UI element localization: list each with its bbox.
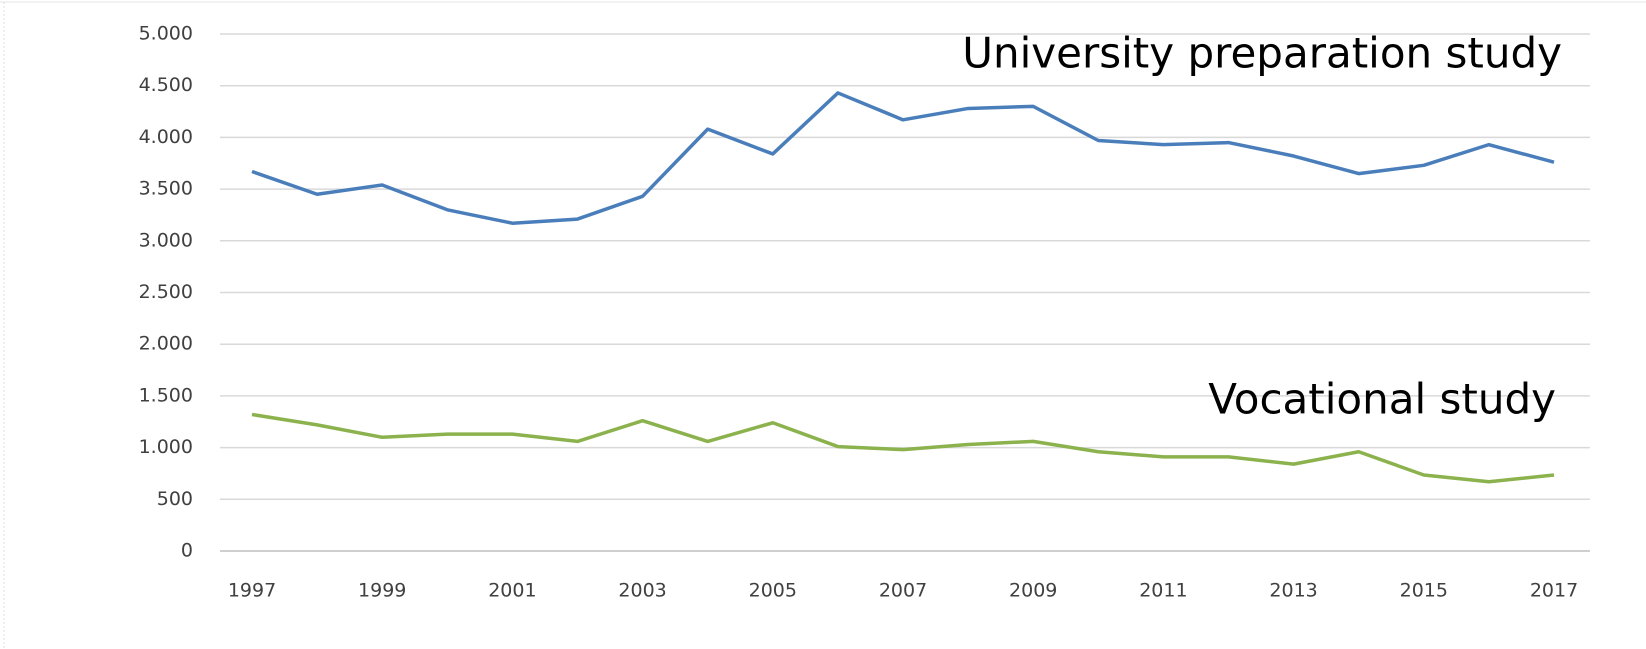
- y-tick-label: 4.500: [139, 74, 193, 96]
- y-tick-label: 4.000: [139, 126, 193, 148]
- series-line: [251, 412, 1555, 484]
- y-tick-label: 500: [157, 488, 193, 510]
- x-tick-label: 2015: [1400, 580, 1448, 602]
- series-line: [251, 91, 1555, 225]
- y-tick-label: 5.000: [139, 23, 193, 45]
- x-tick-label: 2007: [879, 580, 927, 602]
- x-tick-label: 2003: [618, 580, 666, 602]
- y-tick-label: 1.000: [139, 436, 193, 458]
- y-tick-label: 0: [181, 540, 193, 562]
- series-label: University preparation study: [962, 29, 1562, 78]
- series-label: Vocational study: [1208, 375, 1556, 424]
- x-tick-label: 2013: [1269, 580, 1317, 602]
- x-tick-label: 1997: [228, 580, 276, 602]
- y-tick-label: 3.000: [139, 229, 193, 251]
- x-tick-label: 2009: [1009, 580, 1057, 602]
- x-tick-label: 2005: [749, 580, 797, 602]
- y-tick-label: 1.500: [139, 384, 193, 406]
- y-tick-label: 3.500: [139, 178, 193, 200]
- x-tick-label: 2001: [488, 580, 536, 602]
- x-tick-label: 1999: [358, 580, 406, 602]
- y-tick-label: 2.000: [139, 333, 193, 355]
- x-tick-label: 2017: [1530, 580, 1578, 602]
- x-tick-label: 2011: [1139, 580, 1187, 602]
- y-tick-label: 2.500: [139, 281, 193, 303]
